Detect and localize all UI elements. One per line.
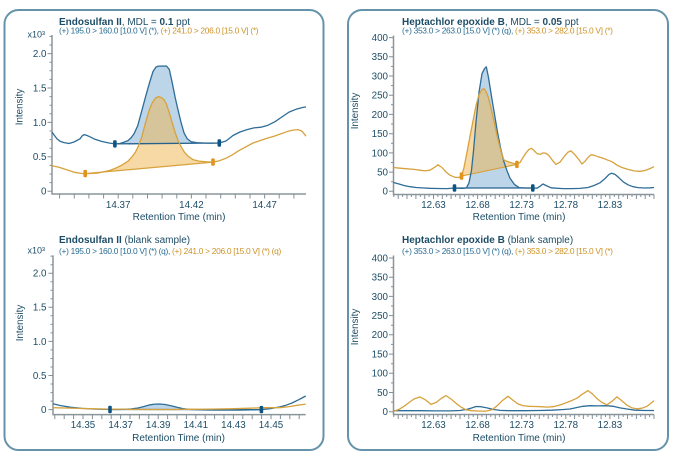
svg-text:Intensity: Intensity: [15, 89, 26, 126]
svg-text:2.0: 2.0: [33, 49, 47, 60]
svg-text:14.42: 14.42: [179, 200, 204, 211]
svg-text:14.39: 14.39: [146, 420, 171, 431]
svg-text:12.78: 12.78: [554, 200, 579, 211]
svg-text:250: 250: [372, 311, 389, 322]
svg-text:100: 100: [372, 148, 389, 159]
svg-text:(+) 195.0 > 160.0 [10.0 V] (*): (+) 195.0 > 160.0 [10.0 V] (*), (+) 241.…: [59, 26, 259, 36]
svg-text:12.83: 12.83: [598, 200, 623, 211]
svg-text:1.0: 1.0: [33, 337, 47, 348]
svg-text:200: 200: [372, 330, 389, 341]
svg-text:400: 400: [372, 33, 389, 44]
svg-text:100: 100: [372, 369, 389, 380]
svg-text:12.78: 12.78: [554, 420, 579, 431]
svg-text:Endosulfan II (blank sample): Endosulfan II (blank sample): [59, 235, 190, 246]
svg-text:14.45: 14.45: [259, 420, 284, 431]
svg-text:0: 0: [41, 187, 47, 198]
svg-text:Retention Time (min): Retention Time (min): [473, 212, 566, 223]
svg-text:x10³: x10³: [27, 246, 45, 256]
svg-text:12.73: 12.73: [509, 420, 534, 431]
svg-text:12.83: 12.83: [598, 420, 623, 431]
svg-text:1.5: 1.5: [33, 83, 47, 94]
svg-text:50: 50: [377, 168, 388, 179]
svg-text:0: 0: [383, 187, 389, 198]
svg-text:150: 150: [372, 129, 389, 140]
svg-text:250: 250: [372, 91, 389, 102]
svg-text:350: 350: [372, 273, 389, 284]
svg-text:1.0: 1.0: [33, 118, 47, 129]
svg-text:Intensity: Intensity: [350, 309, 361, 346]
svg-text:2.0: 2.0: [33, 269, 47, 280]
svg-text:(+) 353.0 > 263.0 [15.0 V] (*): (+) 353.0 > 263.0 [15.0 V] (*) (q), (+) …: [402, 26, 613, 36]
svg-text:Intensity: Intensity: [350, 93, 361, 130]
svg-text:14.41: 14.41: [184, 420, 209, 431]
svg-text:14.37: 14.37: [108, 420, 133, 431]
svg-text:12.68: 12.68: [465, 420, 490, 431]
svg-text:(+) 353.0 > 263.0 [15.0 V] (*): (+) 353.0 > 263.0 [15.0 V] (*) (q), (+) …: [402, 246, 613, 256]
svg-text:14.43: 14.43: [221, 420, 246, 431]
svg-text:Retention Time (min): Retention Time (min): [473, 433, 566, 444]
svg-text:0: 0: [383, 407, 389, 418]
svg-text:12.63: 12.63: [421, 420, 446, 431]
svg-text:12.73: 12.73: [509, 200, 534, 211]
svg-text:12.63: 12.63: [421, 200, 446, 211]
svg-text:200: 200: [372, 110, 389, 121]
svg-text:x10³: x10³: [27, 30, 45, 40]
svg-text:0.5: 0.5: [33, 152, 47, 163]
svg-text:0.5: 0.5: [33, 371, 47, 382]
svg-text:Heptachlor epoxide B (blank sa: Heptachlor epoxide B (blank sample): [402, 235, 573, 246]
svg-text:1.5: 1.5: [33, 303, 47, 314]
svg-text:14.47: 14.47: [252, 200, 277, 211]
svg-text:(+) 195.0 > 160.0 [10.0 V] (*): (+) 195.0 > 160.0 [10.0 V] (*) (q), (+) …: [59, 246, 282, 256]
svg-text:Retention Time (min): Retention Time (min): [132, 433, 225, 444]
svg-text:Retention Time (min): Retention Time (min): [133, 212, 226, 223]
svg-text:12.68: 12.68: [465, 200, 490, 211]
svg-text:300: 300: [372, 292, 389, 303]
svg-text:300: 300: [372, 71, 389, 82]
svg-text:350: 350: [372, 52, 389, 63]
svg-text:0: 0: [41, 405, 47, 416]
svg-text:14.37: 14.37: [106, 200, 131, 211]
svg-text:Intensity: Intensity: [15, 305, 26, 342]
svg-text:50: 50: [377, 388, 388, 399]
svg-text:14.35: 14.35: [71, 420, 96, 431]
svg-text:150: 150: [372, 350, 389, 361]
svg-text:400: 400: [372, 253, 389, 264]
